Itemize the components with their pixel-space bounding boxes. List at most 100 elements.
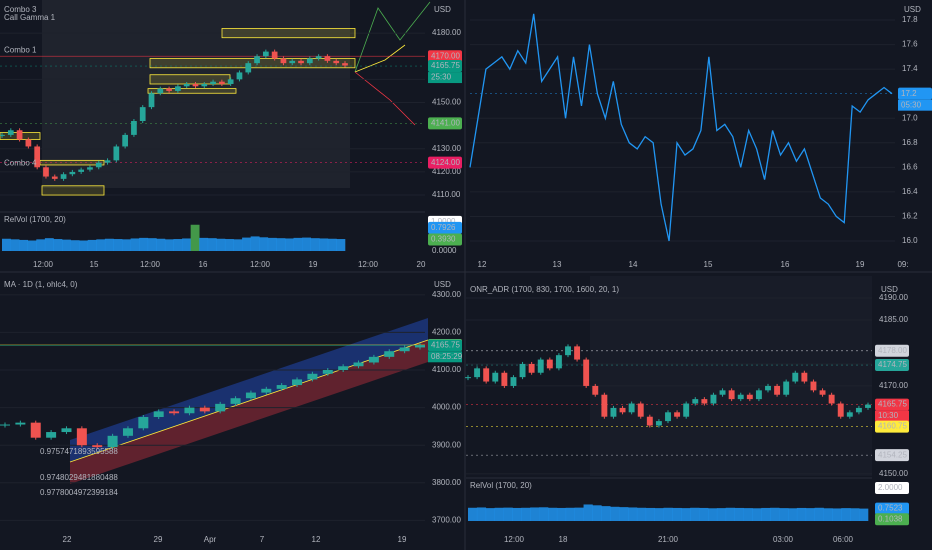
legend: ONR_ADR (1700, 830, 1700, 1600, 20, 1) [470, 285, 619, 294]
x-tick-label: 06:00 [833, 535, 854, 544]
candle [333, 60, 340, 64]
candle [674, 412, 681, 417]
x-tick-label: 18 [559, 535, 568, 544]
price-badge-label: 4165.75 [431, 340, 460, 349]
candle [565, 346, 571, 356]
volume-bar [779, 508, 789, 521]
zone [39, 159, 105, 166]
candle [306, 58, 313, 64]
candle [646, 416, 653, 426]
candle [271, 51, 278, 59]
volume-bar [293, 237, 303, 251]
volume-bar [663, 507, 673, 521]
candle [846, 412, 853, 417]
candle [324, 56, 331, 61]
candle [131, 121, 137, 135]
candle [219, 81, 225, 84]
candle [138, 417, 149, 429]
y-tick-label: 16.6 [902, 162, 918, 171]
volume-bar [44, 238, 54, 251]
candle [855, 407, 862, 413]
x-tick-label: 21:00 [658, 535, 679, 544]
x-tick-label: 15 [704, 260, 713, 269]
profile-area [42, 0, 350, 188]
x-tick-label: 14 [629, 260, 638, 269]
volume-bar [654, 508, 664, 521]
candle [601, 394, 608, 417]
price-badge-label: 4141.00 [431, 118, 460, 127]
candle [289, 60, 296, 64]
legend: Call Gamma 1 [4, 13, 56, 22]
candle [819, 390, 826, 395]
price-badge [428, 339, 462, 352]
volume-bar [734, 507, 744, 521]
candle [519, 363, 526, 378]
price-badge-label: 17.2 [901, 89, 917, 98]
candle [692, 399, 699, 404]
candle [92, 445, 103, 448]
candle [399, 347, 410, 352]
volume-bar [259, 237, 269, 251]
candle [0, 424, 10, 426]
volume-bar [250, 236, 260, 251]
price-badge [428, 60, 462, 73]
y-tick-label: 16.8 [902, 138, 918, 147]
candle [0, 134, 5, 136]
x-tick-label: 12:00 [33, 260, 54, 269]
price-badge [875, 513, 909, 526]
volume-bar [79, 240, 89, 251]
y-tick-label: 16.2 [902, 212, 918, 221]
channel-mid [69, 339, 429, 463]
volume-bar [619, 507, 629, 521]
channel-upper [70, 318, 428, 462]
y-tick-label: 4185.00 [879, 315, 908, 324]
candle [865, 404, 871, 408]
candle [322, 370, 333, 374]
volume-bar [512, 507, 522, 521]
candle [592, 385, 599, 395]
candle [227, 79, 234, 84]
candle [510, 377, 517, 386]
currency-label: USD [881, 285, 898, 294]
price-badge [875, 449, 909, 462]
candle [546, 359, 553, 369]
price-badge-label: 4174.75 [878, 360, 907, 369]
candle [166, 88, 172, 91]
volume-bar [610, 506, 620, 521]
volume-bar [147, 238, 157, 251]
volume-bar [494, 507, 504, 521]
volume-bar [725, 507, 735, 521]
price-badge-label: 4165.75 [878, 400, 907, 409]
volume-bar [207, 238, 217, 251]
price-badge [875, 502, 909, 515]
candle [148, 93, 155, 108]
volume-bar [681, 508, 691, 521]
volume-bar [10, 239, 20, 251]
candle [87, 167, 93, 170]
volume-bar [485, 508, 495, 521]
volume-bar [319, 238, 329, 251]
volume-bar [761, 507, 771, 521]
price-badge [875, 420, 909, 433]
candle [465, 377, 471, 379]
x-tick-label: 15 [90, 260, 99, 269]
candle [122, 134, 128, 147]
y-tick-label: 17.4 [902, 64, 918, 73]
volume-bar [859, 508, 869, 521]
candle [665, 412, 671, 422]
y-tick-label: 3900.00 [432, 440, 461, 449]
candle [628, 403, 635, 413]
volume-bar [521, 507, 531, 521]
volume-bar [336, 239, 346, 251]
volume-bar [672, 507, 682, 521]
y-tick-label: 4100.00 [432, 365, 461, 374]
price-badge-label: 4178.00 [878, 346, 907, 355]
volume-bar [62, 239, 71, 251]
x-tick-label: 19 [856, 260, 865, 269]
volume-bar [327, 238, 337, 251]
candle [139, 107, 146, 122]
volume-bar [276, 238, 286, 251]
volume-bar [468, 507, 478, 521]
candle [104, 160, 111, 163]
